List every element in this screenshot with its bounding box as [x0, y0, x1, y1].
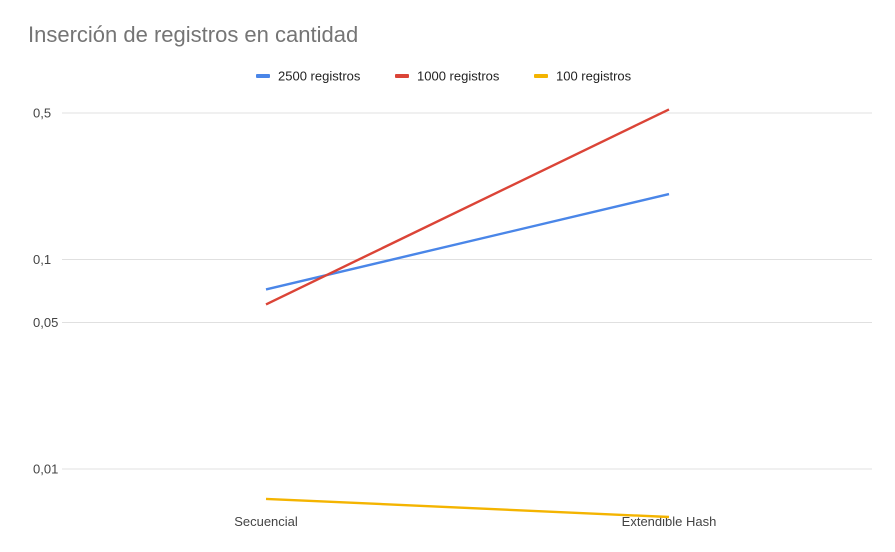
legend-label: 100 registros [556, 69, 632, 84]
legend-swatch [256, 74, 270, 78]
series-line-2 [265, 497, 670, 519]
y-tick-label: 0,1 [33, 252, 51, 267]
y-tick-label: 0,05 [33, 315, 58, 330]
y-axis-tick-labels: 0,01 0,05 0,1 0,5 [33, 106, 58, 477]
y-tick-label: 0,01 [33, 462, 58, 477]
legend-label: 2500 registros [278, 69, 361, 84]
legend-label: 1000 registros [417, 69, 500, 84]
x-axis-tick-labels: Secuencial Extendible Hash [234, 514, 716, 529]
grid-lines [62, 112, 872, 470]
legend-swatch [395, 74, 409, 78]
y-tick-label: 0,5 [33, 106, 51, 121]
x-tick-label: Secuencial [234, 514, 298, 529]
series-line-1 [265, 108, 670, 306]
legend: 2500 registros 1000 registros 100 registro… [256, 69, 632, 84]
legend-swatch [534, 74, 548, 78]
series-lines [265, 108, 670, 519]
chart-title: Inserción de registros en cantidad [28, 22, 359, 47]
x-tick-label: Extendible Hash [622, 514, 717, 529]
series-line-0 [265, 192, 670, 291]
